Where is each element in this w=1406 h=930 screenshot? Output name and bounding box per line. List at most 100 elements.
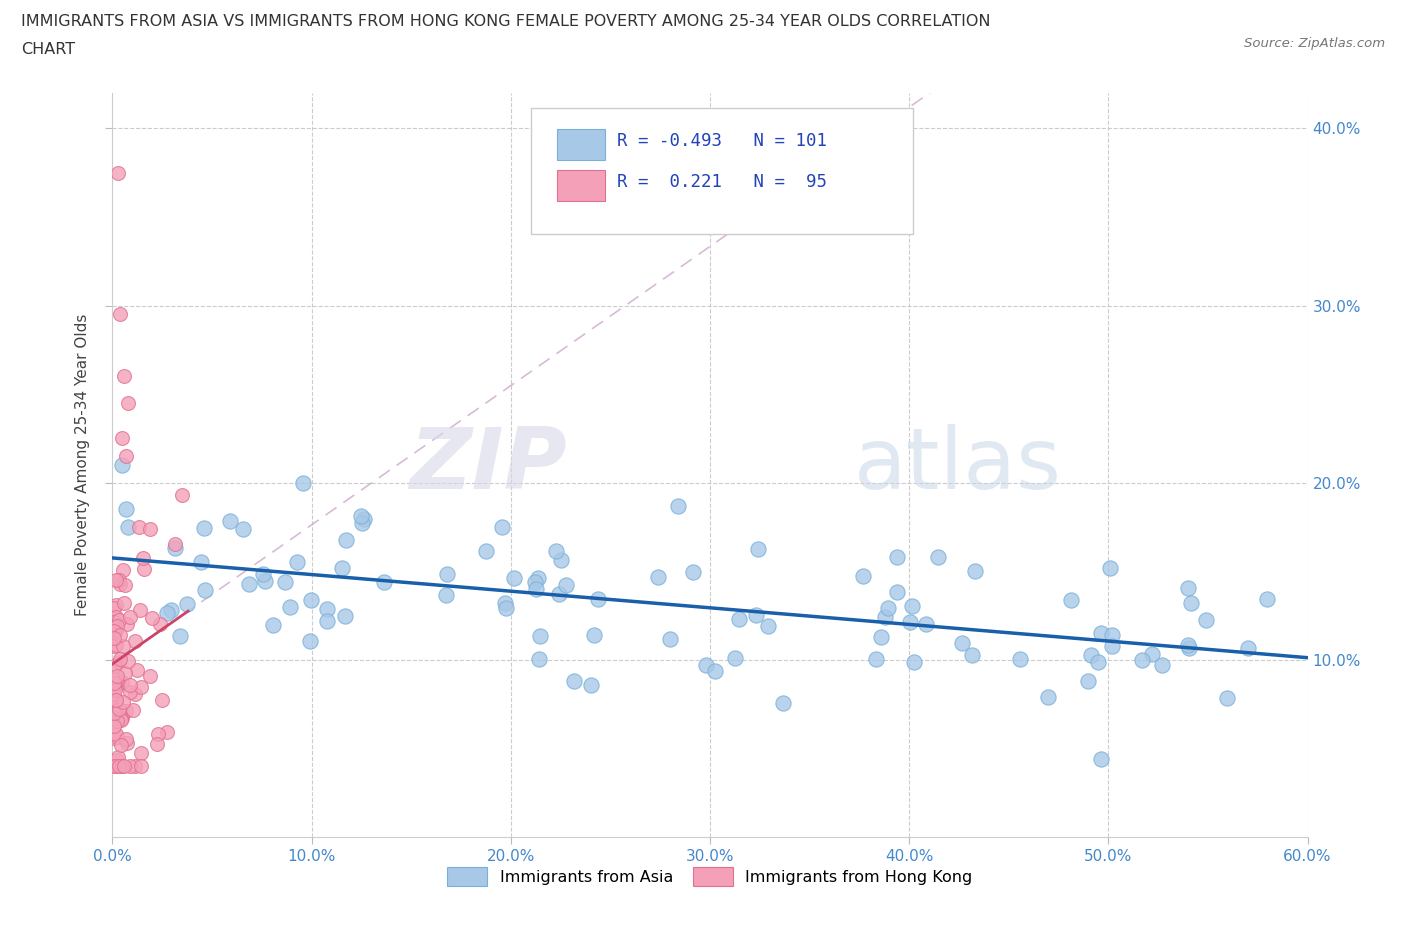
Point [316, 602, 339, 617]
Point [129, 680, 152, 695]
Legend: Immigrants from Asia, Immigrants from Hong Kong: Immigrants from Asia, Immigrants from Ho… [441, 861, 979, 892]
Point [139, 522, 162, 537]
Point [156, 725, 179, 740]
Point [110, 737, 132, 752]
Point [555, 578, 578, 592]
Point [298, 633, 321, 648]
Point [316, 614, 339, 629]
Point [724, 650, 747, 665]
Point [132, 562, 155, 577]
Point [105, 726, 128, 741]
Point [132, 551, 155, 565]
Text: Source: ZipAtlas.com: Source: ZipAtlas.com [1244, 37, 1385, 50]
Point [127, 663, 149, 678]
Point [105, 618, 128, 633]
Point [148, 726, 170, 741]
Point [238, 577, 260, 591]
Point [1077, 673, 1099, 688]
Point [103, 694, 125, 709]
Point [1060, 592, 1083, 607]
Point [1098, 561, 1121, 576]
Point [703, 663, 725, 678]
Point [117, 395, 139, 410]
Point [103, 676, 125, 691]
Point [103, 658, 125, 673]
Point [103, 670, 125, 684]
Point [494, 595, 516, 610]
Point [108, 654, 131, 669]
Point [115, 731, 138, 746]
Point [666, 498, 689, 513]
Point [875, 610, 897, 625]
Point [111, 759, 134, 774]
Point [107, 752, 129, 767]
Point [103, 639, 125, 654]
Point [103, 711, 125, 725]
Point [550, 552, 572, 567]
Point [898, 615, 921, 630]
Point [118, 759, 141, 774]
Point [886, 585, 908, 600]
Point [163, 540, 186, 555]
Point [562, 673, 585, 688]
Point [350, 516, 373, 531]
Point [112, 595, 135, 610]
Point [169, 629, 191, 644]
Point [176, 596, 198, 611]
Point [105, 573, 128, 588]
Point [1101, 639, 1123, 654]
Point [107, 675, 129, 690]
Point [110, 711, 132, 726]
Point [1152, 658, 1174, 672]
Point [436, 566, 458, 581]
Point [232, 521, 254, 536]
FancyBboxPatch shape [531, 108, 914, 234]
Point [219, 514, 242, 529]
Point [659, 631, 682, 646]
Point [583, 627, 606, 642]
Point [1090, 751, 1112, 766]
Point [108, 576, 131, 591]
Point [146, 737, 169, 751]
Point [108, 613, 131, 628]
Point [278, 600, 301, 615]
Point [682, 565, 704, 580]
Point [107, 702, 129, 717]
Point [103, 631, 125, 645]
Point [114, 578, 136, 592]
Point [647, 569, 669, 584]
Point [138, 669, 160, 684]
Point [190, 554, 212, 569]
Point [110, 628, 132, 643]
Point [112, 638, 135, 653]
Point [103, 615, 125, 630]
Point [900, 599, 922, 614]
Point [115, 502, 138, 517]
Point [104, 610, 127, 625]
Point [111, 674, 134, 689]
Point [502, 570, 524, 585]
Point [527, 570, 550, 585]
Text: CHART: CHART [21, 42, 75, 57]
Point [110, 712, 132, 727]
Point [114, 666, 136, 681]
Point [103, 706, 125, 721]
Point [124, 759, 146, 774]
Point [547, 586, 569, 601]
Point [103, 601, 125, 616]
Point [118, 684, 141, 699]
Text: atlas: atlas [853, 423, 1062, 507]
Point [434, 588, 457, 603]
Point [586, 591, 609, 606]
Point [299, 592, 322, 607]
Point [1036, 689, 1059, 704]
Point [745, 607, 768, 622]
Point [115, 448, 138, 463]
Point [107, 713, 129, 728]
Point [105, 693, 128, 708]
Point [105, 638, 128, 653]
Point [103, 623, 125, 638]
Point [1216, 690, 1239, 705]
Point [475, 543, 498, 558]
Point [491, 519, 513, 534]
